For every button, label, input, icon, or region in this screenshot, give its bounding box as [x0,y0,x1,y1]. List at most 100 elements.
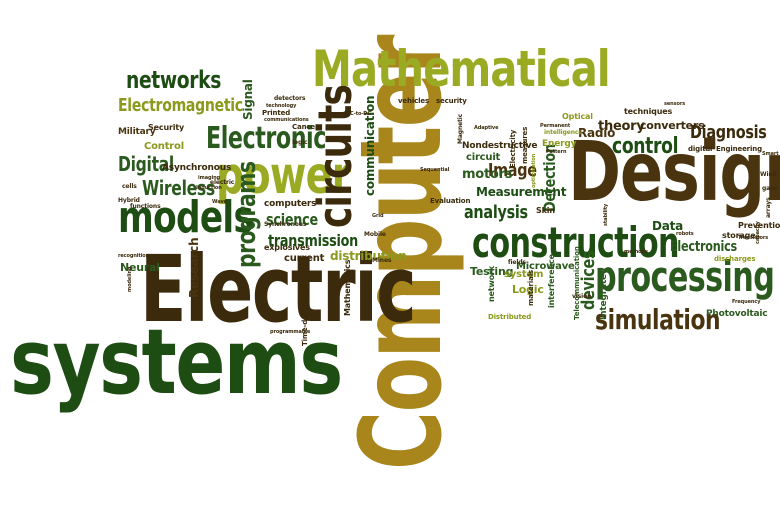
word-methods: methods [624,249,648,255]
word-gate: gate [762,185,777,192]
word-discharges: discharges [714,255,756,263]
word-mobile: Mobile [364,231,386,238]
word-prevention: Prevention [738,221,780,230]
word-logic: Logic [512,283,544,296]
word-theory: theory [598,119,645,134]
word-wind: Wind [760,171,777,178]
word-arrays: arrays [765,197,772,218]
word-analysis: analysis [464,202,528,223]
word-military: Military [118,127,156,137]
word-integrated: Integrated [599,267,609,320]
word-optimization: optimization [531,153,537,188]
word-printed: Printed [262,109,291,117]
word-system: system [504,269,544,280]
word-asynchronous: Asynchronous [162,163,232,173]
word-distribution: distribution [330,249,407,263]
word-mathematical: Mathematical [312,40,611,98]
word-robots: robots [676,231,694,237]
word-explosives: explosives [264,243,310,252]
word-telecommunication: Telecommunication [573,246,581,320]
word-pattern: Pattern [546,149,567,155]
word-distributed: Distributed [488,313,532,321]
word-imaging: imaging [198,175,221,181]
word-circuit: circuit [466,152,501,163]
word-electromagnetic: Electromagnetic [118,95,243,116]
word-grid: Grid [372,213,384,219]
word-fields: fields [508,259,526,266]
word-optical: Optical [562,112,593,121]
word-electric-small: electric [210,179,235,186]
word-construction: construction [472,218,680,267]
word-sequential: Sequential [420,167,450,173]
word-intelligence: intelligence [544,129,583,136]
word-nondestructive: Nondestructive [462,141,538,151]
word-logic-small: logic [292,139,308,146]
word-interference: interference [547,254,556,308]
word-detectors: detectors [274,95,306,102]
word-converters: converters [640,119,705,132]
word-technology: technology [266,103,297,109]
word-mines: Mines [372,257,392,264]
word-research: Research [187,237,201,298]
word-functions: functions [130,203,161,210]
word-computers: computers [264,199,317,209]
word-storage: storage [722,231,756,240]
word-measurement: Measurement [476,185,567,199]
word-circuits: circuits [308,84,362,228]
word-digital: Digital [118,152,174,176]
word-skin: Skin [536,206,555,215]
word-security: Security [148,123,185,132]
word-permanent: Permanent [540,123,571,129]
word-electronic: Electronic [206,121,326,156]
word-design: Design [568,125,780,220]
word-transistors: Transistors [738,235,769,241]
word-control-right: control [612,134,679,159]
word-vehicles: vehicles [398,97,430,105]
word-adaptive: Adaptive [474,125,499,131]
word-vision: vision [572,293,592,300]
word-signal: Signal [241,79,255,120]
word-devices: devices [578,250,599,310]
word-programmable: programmable [270,329,311,335]
word-radio: Radio [578,126,616,140]
word-neural: Neural [120,261,160,274]
word-photovoltaic: Photovoltaic [706,309,768,319]
word-stability: stability [603,203,609,226]
word-sensors: sensors [664,101,686,107]
word-testing: Testing [470,265,514,278]
word-control-left: Control [144,141,184,152]
word-systems: systems [10,310,343,415]
word-diagnosis: Diagnosis [690,122,767,143]
word-recognition: recognition [118,253,150,259]
word-energy: Energy [542,139,577,149]
word-dc-to-dc: DC-to-DC [346,111,371,117]
word-data: Data [652,219,683,233]
word-cells: cells [122,183,137,190]
word-wave: Wave [212,199,227,205]
word-electricity: Electricity [509,129,517,168]
word-mathematics: Mathematics [343,259,352,316]
word-time-domain: Time-domain [301,296,309,346]
word-materials: materials [527,270,535,306]
word-image: Image [488,160,537,181]
word-power: power [216,146,351,206]
word-smart: Smart [762,151,779,157]
word-science: science [266,210,318,229]
word-electronics: Electronics [670,239,737,255]
word-engineering: Engineering [716,145,762,153]
word-current: current [284,253,325,264]
word-electric: Electric [140,236,417,343]
word-transmission: transmission [268,231,358,250]
word-evaluation: Evaluation [430,197,471,205]
word-measures: measures [521,126,529,164]
word-microwave: Microwave [516,261,575,272]
word-digital-small: digital [688,145,713,153]
word-programs: programs [232,161,262,268]
word-magnetic: Magnetic [457,113,464,144]
word-processing: processing [595,252,775,301]
word-induction: Induction [196,185,222,191]
word-synchronous: Synchronous [264,221,307,228]
word-cancer: Cancer [292,123,319,131]
word-wireless: Wireless [142,176,215,200]
